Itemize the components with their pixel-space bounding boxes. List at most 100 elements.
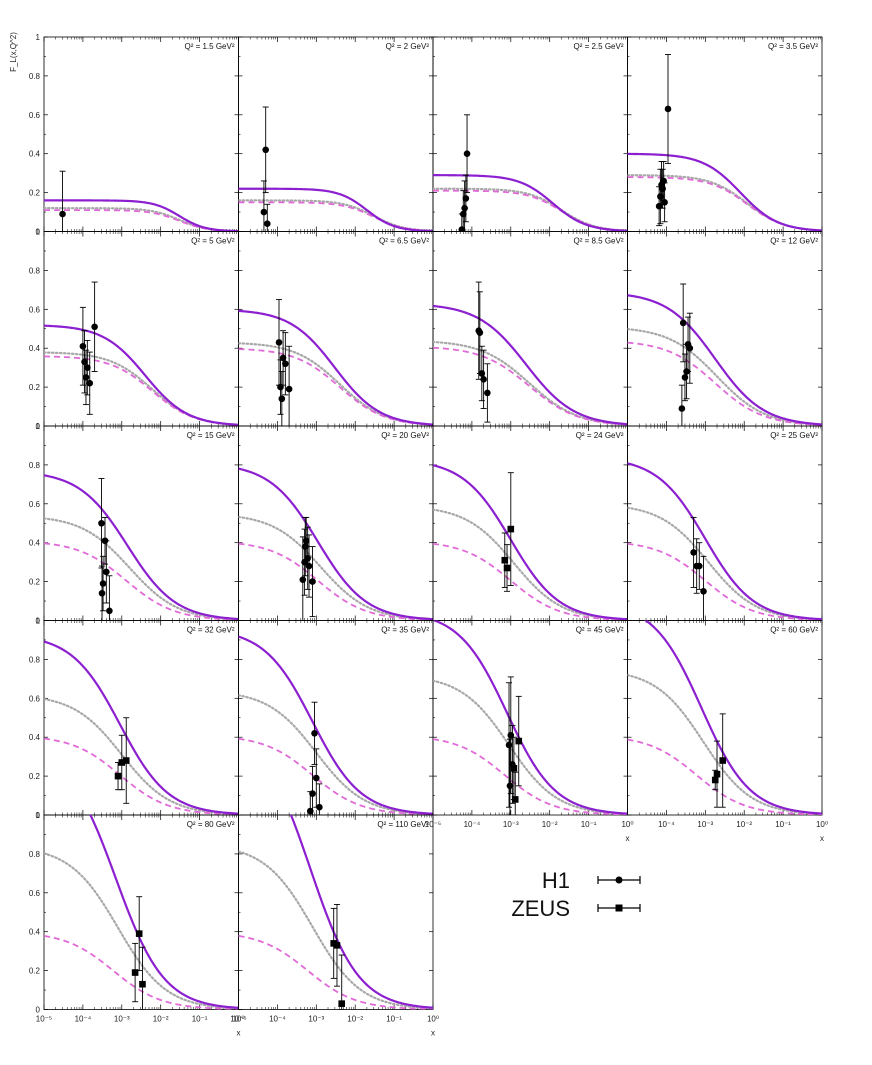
panel-label: Q² = 2.5 GeV² — [573, 42, 623, 51]
marker-square — [139, 980, 146, 988]
legend-marker-circle — [615, 876, 623, 884]
y-tick-label: 0 — [36, 617, 41, 626]
y-tick-label: 1 — [36, 811, 41, 820]
marker-square — [333, 942, 341, 949]
marker-square — [501, 556, 509, 564]
curve-dotted — [627, 328, 822, 426]
x-tick-label: 10⁻³ — [114, 1015, 130, 1024]
panel-frame — [238, 231, 434, 427]
panel-2: Q² = 2 GeV² — [238, 36, 434, 232]
marker-circle — [82, 374, 90, 381]
marker-circle — [476, 329, 484, 336]
zeus-point — [719, 713, 726, 808]
curve-dotted — [627, 674, 822, 815]
marker-circle — [59, 210, 66, 218]
curve-solid — [433, 304, 628, 426]
y-tick-label: 0.6 — [29, 500, 41, 509]
y-tick-label: 0.2 — [29, 772, 41, 781]
x-tick-label: 10⁻¹ — [581, 820, 597, 829]
marker-circle — [463, 150, 471, 157]
y-tick-label: 0 — [36, 228, 41, 237]
marker-circle — [664, 105, 672, 113]
panel-label: Q² = 15 GeV² — [187, 431, 235, 440]
x-tick-label: 10⁰ — [816, 820, 828, 829]
curve-dashed — [433, 346, 628, 426]
curve-dotted — [238, 515, 433, 621]
marker-circle — [309, 790, 316, 797]
legend-marker-square — [615, 904, 623, 912]
legend-label-zeus: ZEUS — [511, 896, 570, 921]
y-tick-label: 0.6 — [29, 889, 41, 898]
h1-point — [657, 168, 664, 225]
h1-point — [678, 384, 686, 426]
x-tick-label: 10⁻³ — [308, 1015, 324, 1024]
y-tick-label: 0 — [36, 1006, 41, 1015]
h1-point — [690, 516, 697, 588]
curve-dotted — [238, 199, 433, 232]
marker-square — [507, 525, 515, 533]
marker-circle — [309, 578, 316, 585]
h1-point — [463, 114, 471, 194]
curve-solid — [433, 620, 628, 815]
curve-solid — [44, 324, 239, 426]
y-tick-label: 0 — [36, 422, 41, 431]
y-axis-title: F_L(x,Q^2) — [9, 32, 18, 72]
curve-dashed — [238, 201, 433, 232]
panel-4: Q² = 3.5 GeV² — [627, 36, 823, 232]
marker-circle — [91, 323, 98, 331]
x-axis-label: x — [431, 1029, 435, 1038]
panel-frame — [627, 425, 823, 621]
y-tick-label: 0.2 — [29, 383, 41, 392]
panel-12: Q² = 25 GeV² — [627, 425, 823, 621]
marker-circle — [661, 199, 668, 206]
x-tick-label: 10⁻¹ — [775, 820, 791, 829]
y-tick-label: 1 — [36, 33, 41, 42]
marker-circle — [106, 607, 113, 615]
marker-circle — [264, 220, 271, 228]
curve-solid — [238, 187, 433, 232]
h1-point — [506, 738, 514, 815]
marker-circle — [681, 374, 689, 381]
marker-circle — [304, 554, 311, 562]
marker-circle — [86, 379, 94, 387]
marker-circle — [299, 576, 307, 583]
curve-dashed — [627, 341, 822, 426]
marker-circle — [285, 385, 293, 393]
panel-9: 0 0.2 0.4 0.6 0.8 1 Q² = 15 GeV² — [29, 422, 239, 626]
marker-square — [503, 564, 511, 572]
marker-circle — [81, 358, 88, 366]
panel-frame — [432, 231, 628, 427]
marker-circle — [306, 807, 314, 815]
marker-circle — [275, 339, 283, 346]
marker-circle — [262, 146, 269, 154]
marker-circle — [478, 370, 486, 377]
h1-point — [700, 555, 707, 621]
marker-square — [118, 759, 126, 766]
curve-dotted — [238, 342, 433, 426]
curve-dotted — [627, 174, 822, 232]
panel-frame — [43, 620, 239, 816]
panel-6: Q² = 6.5 GeV² — [238, 231, 434, 427]
x-tick-label: 10⁻² — [347, 1015, 363, 1024]
curve-dotted — [44, 852, 239, 1010]
x-tick-label: 10⁻⁴ — [658, 820, 675, 829]
h1-point — [309, 546, 316, 618]
x-tick-label: 10⁻² — [736, 820, 752, 829]
curve-dotted — [238, 694, 433, 815]
curve-solid — [433, 464, 628, 621]
marker-circle — [260, 208, 268, 216]
marker-circle — [657, 193, 664, 200]
panel-17: 0 0.2 0.4 0.6 0.8 1 10⁻⁵ 10⁻⁴ 10⁻³ 10⁻² 10⁻¹ 10⁰ x Q²… — [29, 811, 245, 1038]
panel-label: Q² = 25 GeV² — [770, 431, 818, 440]
h1-point — [98, 478, 105, 569]
x-tick-label: 10⁻¹ — [386, 1015, 402, 1024]
curve-solid — [238, 309, 433, 426]
y-tick-label: 0.2 — [29, 189, 41, 198]
panel-frame — [627, 36, 823, 232]
panel-label: Q² = 5 GeV² — [191, 237, 235, 246]
x-tick-label: 10⁻¹ — [192, 1015, 208, 1024]
panel-frame — [432, 36, 628, 232]
curve-dashed — [627, 176, 822, 232]
h1-point — [484, 363, 491, 423]
